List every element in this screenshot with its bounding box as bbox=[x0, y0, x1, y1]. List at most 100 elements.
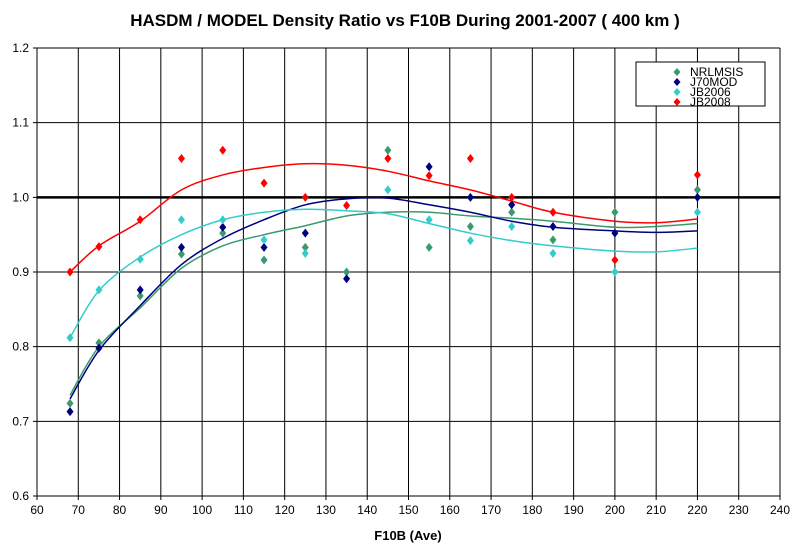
data-point-jb2008 bbox=[260, 178, 268, 188]
data-point-jb2006 bbox=[611, 267, 619, 277]
data-point-jb2006 bbox=[693, 207, 701, 217]
data-point-nrlmsis bbox=[384, 145, 392, 155]
data-point-j70mod bbox=[260, 242, 268, 252]
data-point-j70mod bbox=[301, 228, 309, 238]
data-point-j70mod bbox=[508, 200, 516, 210]
data-point-nrlmsis bbox=[508, 207, 516, 217]
data-point-jb2006 bbox=[260, 235, 268, 245]
y-tick-label: 1.1 bbox=[12, 116, 29, 130]
legend-label: NRLMSIS bbox=[690, 65, 743, 79]
y-tick-label: 0.8 bbox=[12, 340, 29, 354]
trend-line bbox=[69, 196, 698, 400]
legend-marker bbox=[673, 98, 681, 106]
x-tick-label: 170 bbox=[481, 503, 501, 517]
data-point-jb2006 bbox=[177, 215, 185, 225]
data-point-jb2006 bbox=[425, 215, 433, 225]
x-tick-label: 120 bbox=[275, 503, 295, 517]
x-tick-label: 180 bbox=[522, 503, 542, 517]
legend-marker bbox=[673, 78, 681, 86]
y-tick-label: 0.6 bbox=[12, 489, 29, 503]
data-point-nrlmsis bbox=[693, 185, 701, 195]
trend-line bbox=[69, 162, 698, 273]
x-tick-label: 190 bbox=[564, 503, 584, 517]
y-tick-label: 1.0 bbox=[12, 190, 29, 204]
data-point-jb2008 bbox=[219, 145, 227, 155]
data-point-jb2008 bbox=[301, 192, 309, 202]
data-point-jb2008 bbox=[136, 215, 144, 225]
data-point-j70mod bbox=[95, 343, 103, 353]
data-point-j70mod bbox=[611, 228, 619, 238]
data-point-jb2008 bbox=[95, 242, 103, 252]
x-tick-label: 150 bbox=[398, 503, 418, 517]
x-tick-label: 210 bbox=[646, 503, 666, 517]
y-tick-label: 1.2 bbox=[12, 41, 29, 55]
x-tick-label: 200 bbox=[605, 503, 625, 517]
legend-box bbox=[635, 61, 766, 107]
data-point-nrlmsis bbox=[177, 249, 185, 259]
data-point-j70mod bbox=[466, 192, 474, 202]
data-point-jb2008 bbox=[425, 171, 433, 181]
x-tick-label: 90 bbox=[154, 503, 168, 517]
data-point-j70mod bbox=[219, 222, 227, 232]
data-point-jb2008 bbox=[508, 192, 516, 202]
legend-label: J70MOD bbox=[690, 75, 738, 89]
trend-lines bbox=[69, 162, 698, 400]
data-point-jb2008 bbox=[693, 170, 701, 180]
data-point-nrlmsis bbox=[95, 338, 103, 348]
data-point-jb2006 bbox=[384, 185, 392, 195]
x-tick-label: 80 bbox=[113, 503, 127, 517]
legend-label: JB2006 bbox=[690, 85, 731, 99]
data-point-jb2008 bbox=[611, 255, 619, 265]
x-tick-label: 60 bbox=[30, 503, 44, 517]
data-point-j70mod bbox=[549, 221, 557, 231]
x-axis-label: F10B (Ave) bbox=[374, 528, 441, 543]
legend-marker bbox=[673, 68, 681, 76]
data-point-jb2006 bbox=[136, 254, 144, 264]
x-tick-label: 130 bbox=[316, 503, 336, 517]
tick-labels: 60 70 80 90 100 110 120 130 140 150 160 170 180 190 20… bbox=[12, 41, 790, 517]
data-point-nrlmsis bbox=[301, 242, 309, 252]
data-point-jb2008 bbox=[384, 154, 392, 164]
chart-title: HASDM / MODEL Density Ratio vs F10B Duri… bbox=[130, 11, 680, 30]
legend-label: JB2008 bbox=[690, 95, 731, 109]
data-point-j70mod bbox=[66, 407, 74, 417]
data-point-j70mod bbox=[693, 192, 701, 202]
data-point-jb2006 bbox=[508, 221, 516, 231]
data-point-jb2008 bbox=[466, 154, 474, 164]
data-point-nrlmsis bbox=[136, 291, 144, 301]
data-point-jb2006 bbox=[95, 285, 103, 295]
x-tick-label: 70 bbox=[72, 503, 86, 517]
x-tick-label: 160 bbox=[440, 503, 460, 517]
x-tick-label: 230 bbox=[729, 503, 749, 517]
y-tick-label: 0.9 bbox=[12, 265, 29, 279]
data-point-nrlmsis bbox=[549, 235, 557, 245]
x-tick-label: 110 bbox=[234, 503, 253, 517]
data-point-jb2006 bbox=[301, 248, 309, 258]
x-tick-label: 100 bbox=[192, 503, 212, 517]
data-point-j70mod bbox=[425, 162, 433, 172]
data-point-jb2008 bbox=[66, 267, 74, 277]
legend-marker bbox=[673, 88, 681, 96]
data-point-jb2008 bbox=[343, 201, 351, 211]
x-tick-label: 240 bbox=[770, 503, 790, 517]
trend-line bbox=[69, 208, 698, 339]
data-point-j70mod bbox=[177, 242, 185, 252]
data-point-nrlmsis bbox=[425, 242, 433, 252]
y-tick-label: 0.7 bbox=[12, 414, 29, 428]
data-point-jb2006 bbox=[66, 333, 74, 343]
data-point-j70mod bbox=[136, 285, 144, 295]
data-point-jb2006 bbox=[549, 248, 557, 258]
data-point-jb2008 bbox=[549, 207, 557, 217]
data-point-nrlmsis bbox=[466, 221, 474, 231]
data-point-nrlmsis bbox=[611, 207, 619, 217]
x-tick-label: 220 bbox=[687, 503, 707, 517]
trend-line bbox=[69, 211, 698, 396]
data-point-nrlmsis bbox=[260, 255, 268, 265]
data-point-nrlmsis bbox=[66, 398, 74, 408]
data-point-jb2006 bbox=[219, 215, 227, 225]
data-point-jb2006 bbox=[466, 236, 474, 246]
data-point-j70mod bbox=[343, 274, 351, 284]
grid bbox=[33, 47, 781, 500]
